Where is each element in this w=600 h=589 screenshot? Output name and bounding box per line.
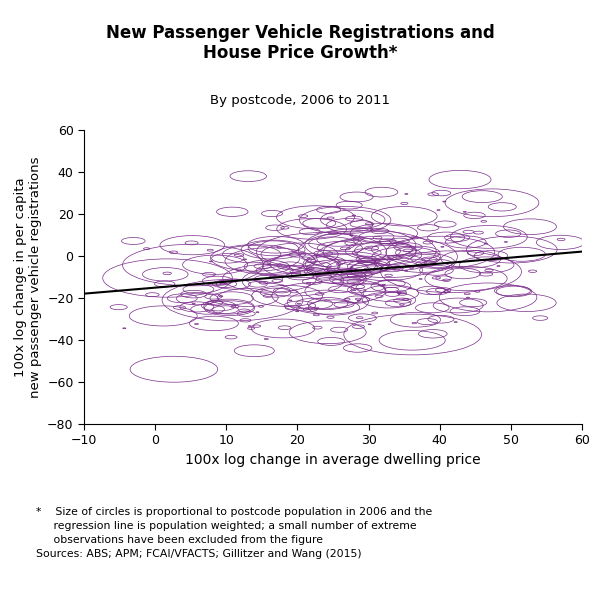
Y-axis label: 100x log change in per capita
new passenger vehicle registrations: 100x log change in per capita new passen… — [14, 156, 41, 398]
X-axis label: 100x log change in average dwelling price: 100x log change in average dwelling pric… — [185, 453, 481, 467]
Text: By postcode, 2006 to 2011: By postcode, 2006 to 2011 — [210, 94, 390, 107]
Text: New Passenger Vehicle Registrations and
House Price Growth*: New Passenger Vehicle Registrations and … — [106, 24, 494, 62]
Text: *    Size of circles is proportional to postcode population in 2006 and the
    : * Size of circles is proportional to pos… — [36, 507, 432, 558]
